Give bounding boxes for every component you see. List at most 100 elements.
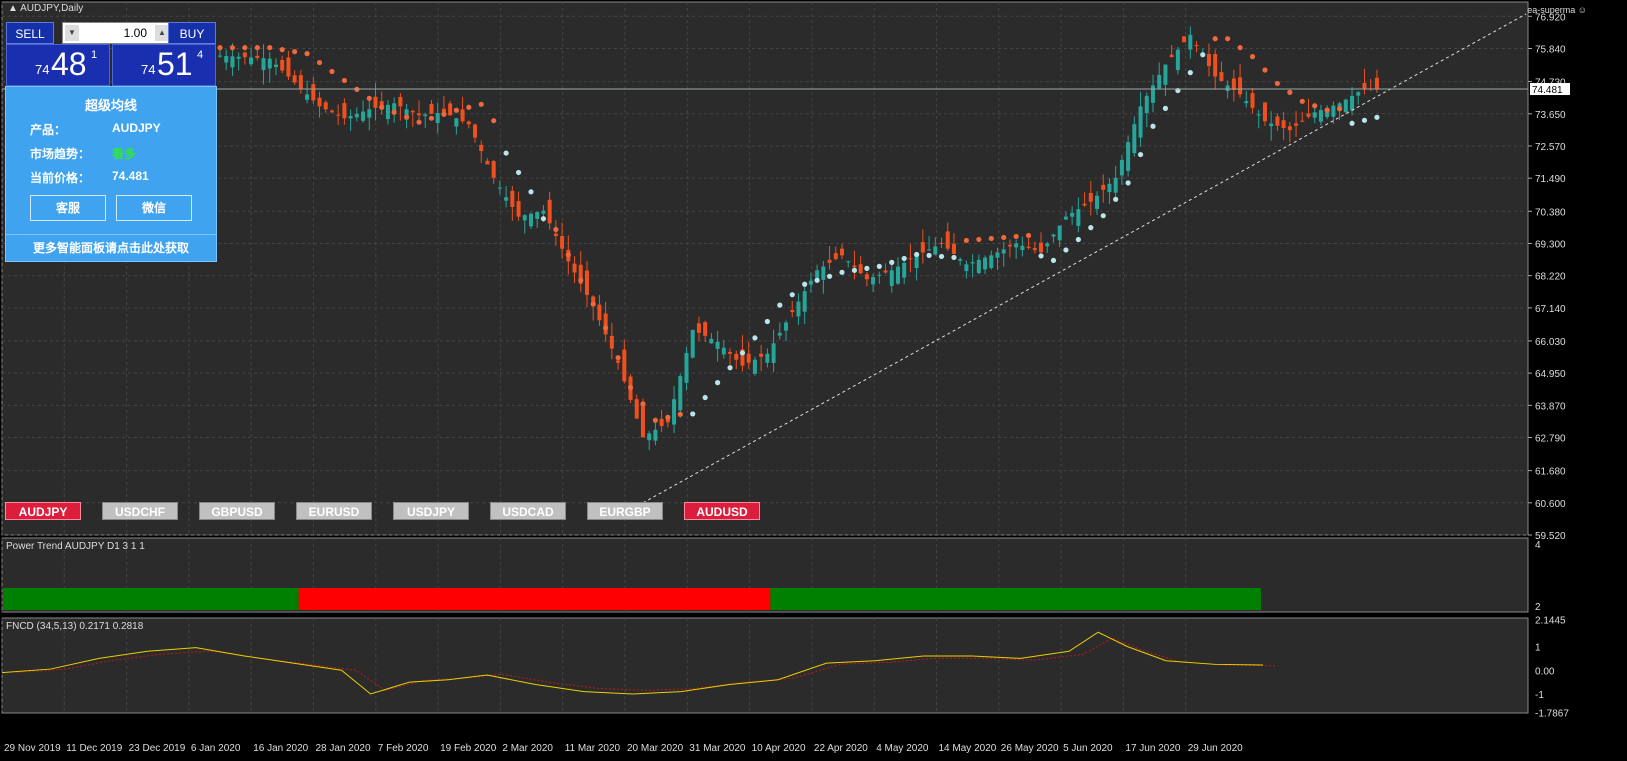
trend-dot xyxy=(329,68,335,75)
candle-body xyxy=(1101,184,1106,190)
candle-body xyxy=(771,343,776,363)
symbol-button-usdchf[interactable]: USDCHF xyxy=(102,502,178,520)
candle-body xyxy=(1039,242,1044,253)
trend-dot xyxy=(690,411,696,417)
lot-value: 1.00 xyxy=(123,26,147,40)
symbol-button-usdcad[interactable]: USDCAD xyxy=(490,502,566,520)
trend-dot xyxy=(528,189,534,195)
trend-dot xyxy=(453,107,459,113)
x-tick-label: 4 May 2020 xyxy=(876,743,929,754)
y-tick-label: 71.490 xyxy=(1535,174,1566,185)
x-tick-label: 5 Jun 2020 xyxy=(1063,743,1113,754)
y-tick-label: 75.840 xyxy=(1535,45,1566,56)
trend-dot xyxy=(764,318,770,325)
candle-body xyxy=(752,359,757,374)
candle-body xyxy=(833,253,838,260)
y-tick-label: 68.220 xyxy=(1535,272,1566,283)
candle-body xyxy=(516,201,521,217)
ask-price-box[interactable]: 74 51 4 xyxy=(112,44,216,86)
candle-body xyxy=(541,210,546,214)
collapse-icon[interactable]: ▲ xyxy=(8,3,18,14)
candle-body xyxy=(584,270,589,295)
candle-body xyxy=(1281,120,1286,128)
y-tick-label: 69.300 xyxy=(1535,239,1566,250)
trend-dot xyxy=(926,252,932,259)
candle-body xyxy=(1001,249,1006,254)
trend-dot xyxy=(1200,52,1206,58)
candle-body xyxy=(510,190,515,207)
candle-body xyxy=(1057,225,1062,241)
candle-body xyxy=(354,113,359,118)
trend-dot xyxy=(988,235,994,242)
fncd-axis-label: 0.00 xyxy=(1535,666,1555,677)
sell-button[interactable]: SELL xyxy=(6,22,54,44)
candle-body xyxy=(547,199,552,224)
x-tick-label: 11 Mar 2020 xyxy=(565,743,621,754)
candle-body xyxy=(1095,195,1100,210)
candle-body xyxy=(392,103,397,113)
trend-dot xyxy=(503,150,509,156)
candle-body xyxy=(1194,45,1199,47)
candle-body xyxy=(1275,116,1280,126)
candle-body xyxy=(659,418,664,427)
candle-body xyxy=(1082,203,1087,206)
candle-body xyxy=(858,264,863,274)
trend-dot xyxy=(379,104,385,110)
symbol-button-usdjpy[interactable]: USDJPY xyxy=(393,502,469,520)
candle-body xyxy=(560,236,565,249)
lot-size-input[interactable]: ▼ 1.00 ▲ xyxy=(62,22,172,44)
symbol-button-gbpusd[interactable]: GBPUSD xyxy=(199,502,275,520)
trend-dot xyxy=(889,259,895,265)
brand-text: ea-superma xyxy=(1527,5,1576,15)
trend-dot xyxy=(515,169,522,176)
candle-body xyxy=(1132,124,1137,154)
bid-price-box[interactable]: 74 48 1 xyxy=(6,44,110,86)
trend-dot xyxy=(640,401,646,407)
trend-dot xyxy=(404,114,410,120)
candle-body xyxy=(690,329,695,358)
x-tick-label: 29 Nov 2019 xyxy=(4,743,61,754)
candle-body xyxy=(1045,243,1050,247)
trend-dot xyxy=(938,253,945,260)
candle-body xyxy=(286,57,291,77)
candle-body xyxy=(578,264,583,284)
wechat-button[interactable]: 微信 xyxy=(116,195,192,221)
symbol-button-eurgbp[interactable]: EURGBP xyxy=(587,502,663,520)
trend-dot xyxy=(677,411,683,417)
trend-dot xyxy=(416,119,422,125)
candle-body xyxy=(529,213,533,227)
trendline[interactable] xyxy=(642,13,1527,504)
candle-body xyxy=(827,259,832,263)
candle-body xyxy=(883,270,888,273)
price-row: 当前价格： 74.481 xyxy=(30,169,149,186)
fncd-axis-label: 2.1445 xyxy=(1535,615,1566,626)
candle-body xyxy=(572,263,577,273)
service-button[interactable]: 客服 xyxy=(30,195,106,221)
lot-increase-icon[interactable]: ▲ xyxy=(155,25,169,41)
symbol-button-eurusd[interactable]: EURUSD xyxy=(296,502,372,520)
more-panels-link[interactable]: 更多智能面板请点击此处获取 xyxy=(6,234,216,261)
candle-body xyxy=(435,113,440,124)
symbol-button-audjpy[interactable]: AUDJPY xyxy=(5,502,81,520)
candle-body xyxy=(777,332,782,336)
symbol-button-audusd[interactable]: AUDUSD xyxy=(684,502,760,520)
bid-big: 48 xyxy=(51,46,87,82)
trend-dot xyxy=(1287,89,1293,95)
buy-button[interactable]: BUY xyxy=(168,22,216,44)
candle-body xyxy=(410,110,415,113)
trend-dot xyxy=(1312,103,1318,109)
x-tick-label: 17 Jun 2020 xyxy=(1125,743,1180,754)
x-tick-label: 6 Jan 2020 xyxy=(191,743,241,754)
trend-dot xyxy=(341,77,347,84)
lot-decrease-icon[interactable]: ▼ xyxy=(65,25,79,41)
candle-body xyxy=(846,261,851,263)
main-panel xyxy=(1,1,1529,536)
trend-dot xyxy=(565,252,571,258)
candle-body xyxy=(273,64,278,67)
candle-body xyxy=(1151,85,1155,103)
trend-dot xyxy=(665,414,671,420)
trend-dot xyxy=(876,263,882,269)
candle-body xyxy=(1343,99,1348,113)
candle-body xyxy=(305,94,310,100)
